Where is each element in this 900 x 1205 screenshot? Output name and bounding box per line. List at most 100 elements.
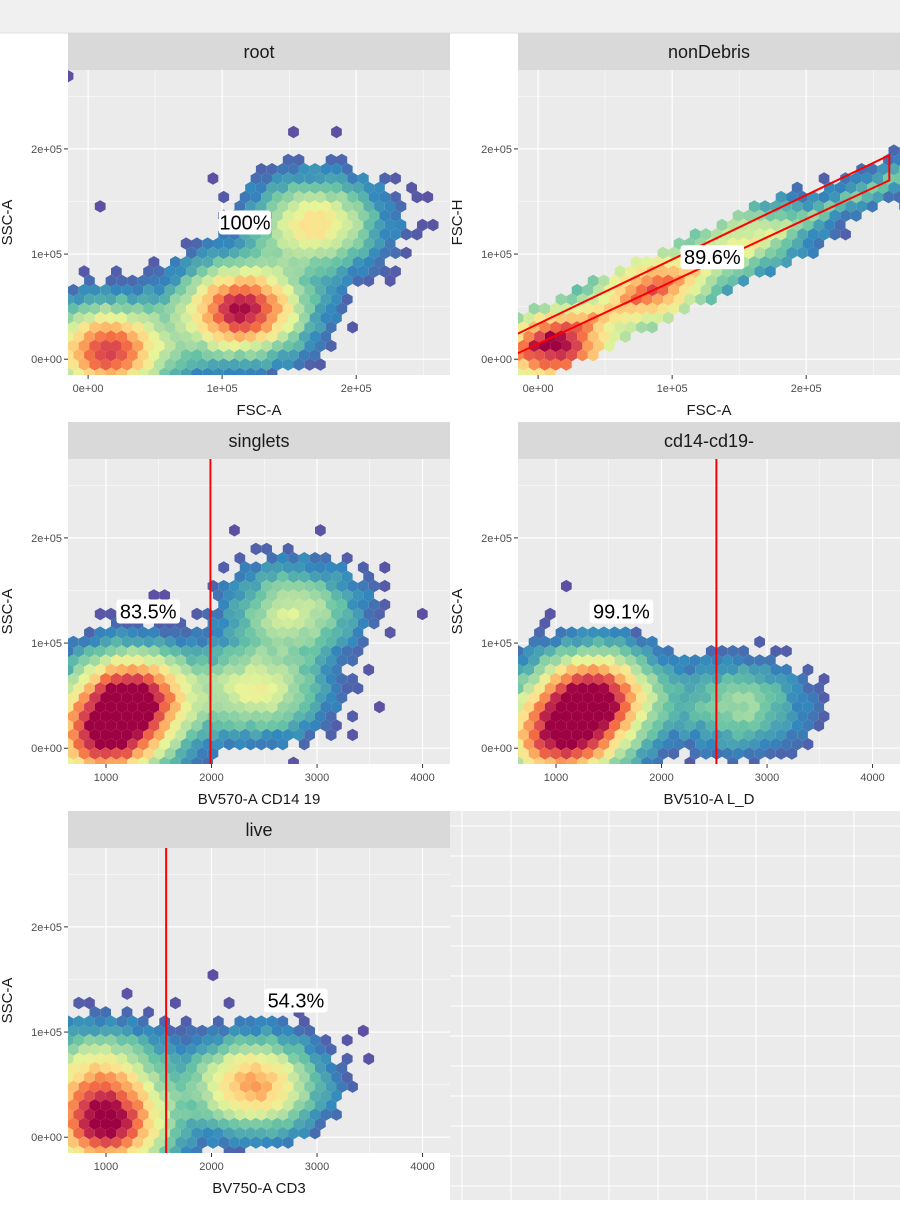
hexbin-cell bbox=[218, 283, 230, 297]
hexbin-cell bbox=[100, 1043, 111, 1056]
hexbin-cell bbox=[223, 719, 235, 732]
hexbin-cell bbox=[566, 682, 578, 695]
hexbin-cell bbox=[298, 200, 310, 213]
hexbin-cell bbox=[834, 200, 846, 213]
hexbin-cell bbox=[229, 1080, 240, 1093]
hexbin-cell bbox=[561, 691, 572, 704]
hexbin-cell bbox=[73, 996, 85, 1010]
hexbin-cell bbox=[111, 654, 122, 667]
hexbin-cell bbox=[555, 756, 567, 764]
hexbin-cell bbox=[363, 589, 375, 602]
hexbin-cell bbox=[170, 311, 181, 325]
hexbin-cell bbox=[754, 710, 765, 723]
hexbin-cell bbox=[105, 274, 117, 287]
hexbin-cell bbox=[893, 190, 900, 204]
hexbin-cell bbox=[668, 747, 680, 760]
hexbin-cell bbox=[234, 1015, 246, 1028]
hexbin-cell bbox=[534, 645, 545, 658]
hexbin-cell bbox=[266, 367, 278, 375]
x-tick-label: 0e+00 bbox=[523, 383, 554, 395]
hexbin-cell bbox=[282, 1080, 294, 1093]
hexbin-cell bbox=[68, 738, 74, 751]
hexbin-cell bbox=[272, 1043, 283, 1056]
hexbin-cell bbox=[625, 747, 637, 760]
hexbin-cell bbox=[191, 349, 203, 362]
hexbin-cell bbox=[68, 700, 74, 714]
hexbin-cell bbox=[325, 728, 337, 742]
hexbin-cell bbox=[84, 663, 95, 676]
hexbin-cell bbox=[100, 691, 111, 704]
hexbin-cell bbox=[293, 265, 305, 278]
hexbin-cell bbox=[298, 163, 310, 176]
hexbin-cell bbox=[121, 1136, 133, 1149]
hexbin-cell bbox=[245, 700, 256, 714]
hexbin-cell bbox=[170, 626, 181, 639]
hexbin-cell bbox=[132, 339, 144, 353]
hexbin-cell bbox=[78, 283, 90, 297]
hexbin-cell bbox=[336, 635, 348, 649]
facet-strip bbox=[518, 422, 900, 459]
hexbin-cell bbox=[105, 1071, 117, 1084]
hexbin-cell bbox=[309, 1108, 321, 1121]
hexbin-cell bbox=[695, 700, 706, 714]
hexbin-cell bbox=[331, 719, 342, 732]
hexbin-cell bbox=[759, 200, 771, 213]
hexbin-cell bbox=[620, 311, 631, 325]
hexbin-cell bbox=[288, 682, 299, 695]
hexbin-cell bbox=[732, 728, 744, 742]
hexbin-cell bbox=[180, 700, 192, 714]
hexbin-cell bbox=[223, 682, 235, 695]
hexbin-cell bbox=[609, 274, 620, 287]
hexbin-cell bbox=[180, 330, 192, 343]
hexbin-cell bbox=[196, 728, 208, 742]
hexbin-cell bbox=[786, 209, 798, 222]
hexbin-cell bbox=[331, 311, 342, 325]
hexbin-cell bbox=[229, 246, 240, 260]
hexbin-cell bbox=[781, 719, 792, 732]
hexbin-cell bbox=[277, 293, 289, 306]
hexbin-cell bbox=[191, 256, 203, 269]
hexbin-cell bbox=[528, 728, 540, 742]
hexbin-cell bbox=[293, 172, 305, 185]
hexbin-cell bbox=[802, 738, 814, 751]
hexbin-cell bbox=[775, 246, 787, 260]
hexbin-cell bbox=[143, 339, 154, 353]
hexbin-cell bbox=[202, 256, 213, 269]
hexbin-cell bbox=[352, 256, 364, 269]
hexbin-cell bbox=[143, 302, 154, 315]
hexbin-cell bbox=[116, 626, 128, 639]
hexbin-cell bbox=[298, 682, 310, 695]
hexbin-cell bbox=[261, 542, 272, 556]
hexbin-cell bbox=[309, 552, 321, 565]
hexbin-cell bbox=[266, 237, 278, 250]
hexbin-cell bbox=[646, 691, 658, 704]
hexbin-cell bbox=[518, 672, 529, 686]
hexbin-cell bbox=[213, 1108, 224, 1121]
hexbin-cell bbox=[320, 256, 332, 269]
gate-percent-label: 83.5% bbox=[120, 602, 177, 624]
hexbin-cell bbox=[598, 663, 610, 676]
hexbin-cell bbox=[663, 700, 674, 714]
hexbin-cell bbox=[743, 672, 755, 686]
hexbin-cell bbox=[229, 710, 240, 723]
x-tick-label: 4000 bbox=[860, 772, 884, 784]
gate-percent-label: 100% bbox=[219, 213, 270, 235]
hexbin-cell bbox=[250, 728, 262, 742]
hexbin-cell bbox=[336, 283, 348, 297]
hexbin-cell bbox=[781, 645, 792, 658]
hexbin-cell bbox=[298, 645, 310, 658]
hexbin-cell bbox=[272, 228, 283, 241]
hexbin-cell bbox=[143, 672, 154, 686]
hexbin-cell bbox=[84, 626, 95, 639]
hexbin-cell bbox=[550, 302, 561, 315]
hexbin-cell bbox=[186, 635, 197, 649]
hexbin-cell bbox=[309, 218, 321, 232]
hexbin-cell bbox=[68, 691, 79, 704]
hexbin-cell bbox=[68, 1071, 74, 1084]
hexbin-cell bbox=[137, 663, 149, 676]
hexbin-cell bbox=[111, 339, 122, 353]
hexbin-cell bbox=[196, 691, 208, 704]
hexbin-cell bbox=[159, 719, 170, 732]
hexbin-cell bbox=[180, 293, 192, 306]
hexbin-cell bbox=[357, 561, 369, 574]
